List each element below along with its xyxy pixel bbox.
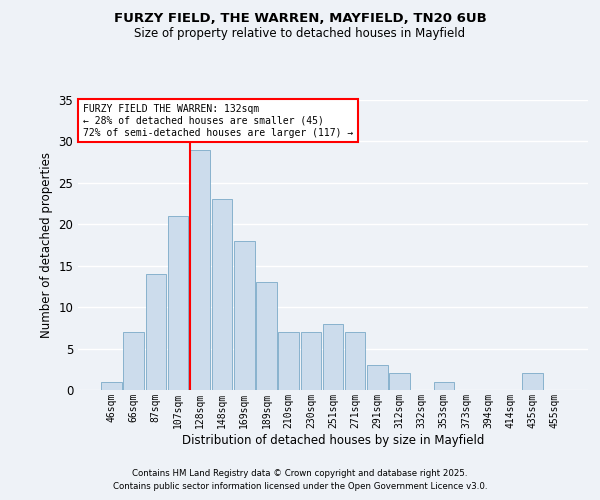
Bar — [256, 282, 277, 390]
Bar — [323, 324, 343, 390]
Text: FURZY FIELD THE WARREN: 132sqm
← 28% of detached houses are smaller (45)
72% of : FURZY FIELD THE WARREN: 132sqm ← 28% of … — [83, 104, 353, 138]
Text: Contains HM Land Registry data © Crown copyright and database right 2025.: Contains HM Land Registry data © Crown c… — [132, 468, 468, 477]
Bar — [101, 382, 122, 390]
Bar — [278, 332, 299, 390]
Bar — [389, 374, 410, 390]
Bar — [345, 332, 365, 390]
X-axis label: Distribution of detached houses by size in Mayfield: Distribution of detached houses by size … — [182, 434, 484, 446]
Bar — [124, 332, 144, 390]
Bar — [212, 200, 232, 390]
Bar — [167, 216, 188, 390]
Y-axis label: Number of detached properties: Number of detached properties — [40, 152, 53, 338]
Bar — [234, 241, 254, 390]
Bar — [146, 274, 166, 390]
Bar — [522, 374, 542, 390]
Bar — [434, 382, 454, 390]
Bar — [301, 332, 321, 390]
Bar — [367, 365, 388, 390]
Text: FURZY FIELD, THE WARREN, MAYFIELD, TN20 6UB: FURZY FIELD, THE WARREN, MAYFIELD, TN20 … — [113, 12, 487, 26]
Text: Contains public sector information licensed under the Open Government Licence v3: Contains public sector information licen… — [113, 482, 487, 491]
Bar — [190, 150, 210, 390]
Text: Size of property relative to detached houses in Mayfield: Size of property relative to detached ho… — [134, 28, 466, 40]
